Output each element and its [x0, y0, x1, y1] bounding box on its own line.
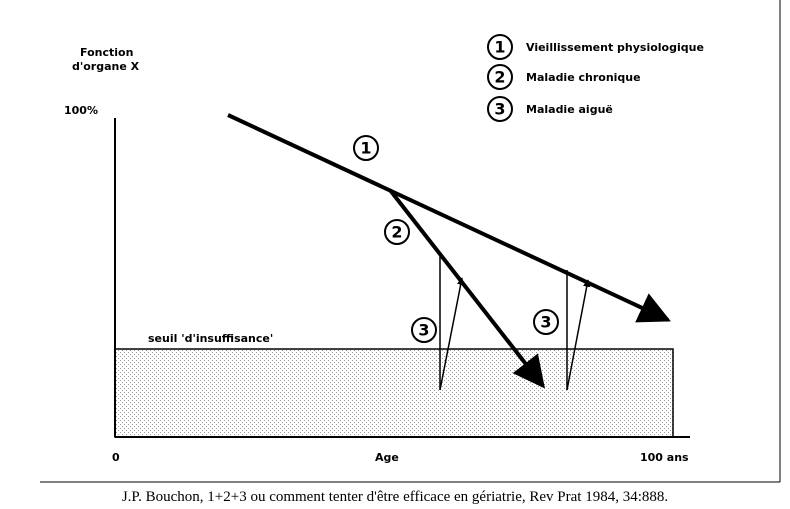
legend-number: 2	[494, 68, 505, 87]
legend-label: Maladie aiguë	[526, 103, 613, 116]
legend-number-circle	[487, 64, 513, 90]
x-end-label: 100 ans	[640, 451, 689, 464]
legend-number: 1	[494, 38, 505, 57]
curve-marker-circle	[384, 219, 410, 245]
y-axis-label: d'organe X	[72, 60, 140, 73]
x-start-label: 0	[112, 451, 120, 464]
legend-label: Vieillissement physiologique	[526, 41, 704, 54]
acute-recovery	[566, 279, 591, 391]
acute-recovery	[439, 277, 465, 391]
threshold-label: seuil 'd'insuffisance'	[148, 332, 273, 345]
curve-marker: 2	[391, 223, 402, 242]
curve-marker: 1	[360, 139, 371, 158]
legend-label: Maladie chronique	[526, 71, 641, 84]
legend-number: 3	[494, 100, 505, 119]
curve-marker-circle	[353, 135, 379, 161]
y-axis-label: Fonction	[80, 46, 133, 59]
legend-number-circle	[487, 34, 513, 60]
curve-chronic	[388, 188, 545, 389]
y-top-label: 100%	[64, 104, 98, 117]
x-middle-label: Age	[375, 451, 399, 464]
curve-marker: 3	[540, 313, 551, 332]
curve-marker-circle	[533, 309, 559, 335]
curve-physiological	[227, 113, 671, 323]
curve-marker-circle	[411, 317, 437, 343]
legend-number-circle	[487, 96, 513, 122]
caption: J.P. Bouchon, 1+2+3 ou comment tenter d'…	[122, 489, 668, 505]
curve-marker: 3	[418, 321, 429, 340]
threshold-zone	[114, 348, 674, 438]
